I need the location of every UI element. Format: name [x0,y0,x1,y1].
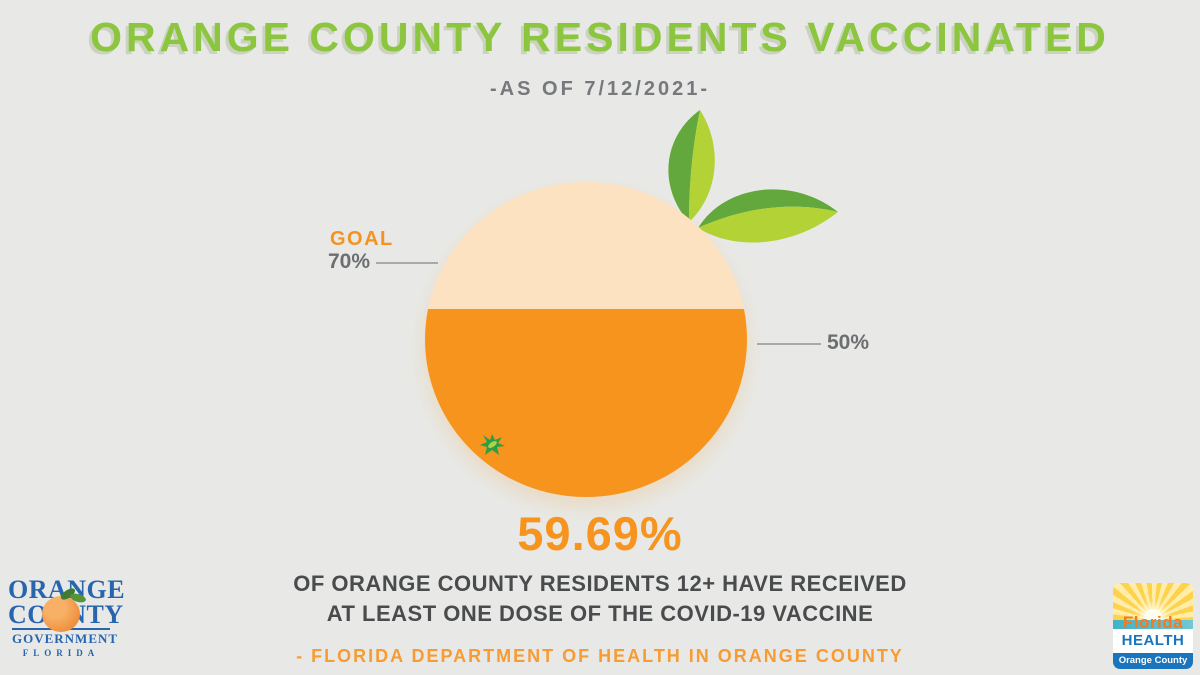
source-credit: - FLORIDA DEPARTMENT OF HEALTH IN ORANGE… [296,646,904,666]
health-logo-florida: Florida [1122,613,1184,632]
orange-fruit-icon [42,586,87,632]
stat-block: 59.69% OF ORANGE COUNTY RESIDENTS 12+ HA… [0,506,1200,667]
health-logo-health: HEALTH [1121,632,1185,649]
vaccinated-fill [425,308,747,497]
fifty-percent-tick-value: 50% [827,331,870,354]
water-band [1113,620,1193,629]
star-accent-icon [480,434,505,455]
county-logo-line4: FLORIDA [22,648,100,658]
stat-description-line2: AT LEAST ONE DOSE OF THE COVID-19 VACCIN… [326,601,874,626]
health-logo-county-bar: Orange County [1113,653,1193,669]
goal-tick-value: 70% [328,250,371,273]
goal-label: GOAL [330,228,394,250]
florida-health-logo: Florida HEALTH Orange County [1113,583,1193,669]
stat-description: OF ORANGE COUNTY RESIDENTS 12+ HAVE RECE… [0,569,1200,629]
orange-fruit-gauge [425,182,747,497]
goal-callout-line [376,262,438,264]
stat-description-line1: OF ORANGE COUNTY RESIDENTS 12+ HAVE RECE… [293,571,907,596]
orange-leaves-icon [668,110,838,243]
as-of-date: -AS OF 7/12/2021- [490,78,710,100]
fifty-percent-callout-line [757,343,821,345]
vaccinated-percent-value: 59.69% [517,507,683,560]
orange-county-government-logo: ORANGE COUNTY GOVERNMENT FLORIDA [8,577,125,659]
page-title: ORANGE COUNTY RESIDENTS VACCINATED [90,14,1110,60]
